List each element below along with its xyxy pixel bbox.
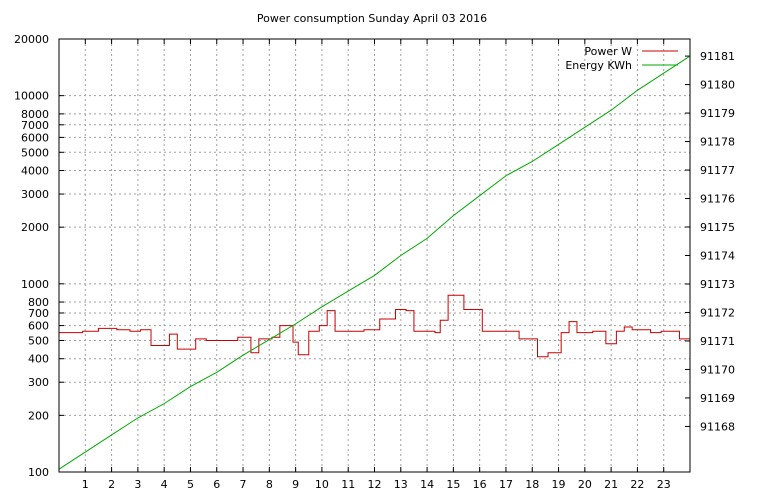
power-w-line (59, 294, 691, 358)
y-right-tick-label: 91176 (700, 193, 735, 206)
y-right-tick-label: 91170 (700, 363, 735, 376)
y-left-tick-label: 5000 (21, 146, 49, 159)
y-left-tick-label: 400 (28, 353, 49, 366)
x-tick-label: 14 (420, 478, 434, 491)
x-tick-label: 13 (394, 478, 408, 491)
x-tick-label: 8 (266, 478, 273, 491)
y-right-tick-label: 91173 (700, 278, 735, 291)
x-tick-label: 9 (292, 478, 299, 491)
y-left-tick-label: 800 (28, 296, 49, 309)
x-tick-label: 23 (657, 478, 671, 491)
y-left-tick-label: 300 (28, 376, 49, 389)
x-tick-label: 12 (368, 478, 382, 491)
y-right-tick-label: 91171 (700, 335, 735, 348)
grid-layer (59, 38, 690, 473)
y-right-tick-label: 91168 (700, 420, 735, 433)
x-tick-label: 3 (134, 478, 141, 491)
x-tick-label: 7 (240, 478, 247, 491)
y-left-tick-label: 8000 (21, 108, 49, 121)
x-tick-label: 21 (604, 478, 618, 491)
legend-label: Energy KWh (565, 59, 632, 72)
x-tick-label: 6 (213, 478, 220, 491)
y-left-tick-label: 100 (28, 466, 49, 479)
y-left-tick-label: 600 (28, 320, 49, 333)
y-left-tick-label: 6000 (21, 131, 49, 144)
y-left-tick-label: 20000 (14, 33, 49, 46)
x-tick-label: 2 (108, 478, 115, 491)
legend-label: Power W (584, 45, 632, 58)
y-left-tick-label: 7000 (21, 119, 49, 132)
y-right-tick-label: 91169 (700, 392, 735, 405)
x-tick-label: 5 (187, 478, 194, 491)
y-left-tick-label: 10000 (14, 90, 49, 103)
ticks-layer: 1 2 3 4 5 6 7 8 9 10 11 12 13 14 15 16 17 18 19 20 21 22 23100… (14, 33, 735, 491)
y-left-tick-label: 4000 (21, 165, 49, 178)
y-right-tick-label: 91175 (700, 221, 735, 234)
y-right-tick-label: 91172 (700, 306, 735, 319)
x-tick-label: 16 (473, 478, 487, 491)
x-tick-label: 10 (315, 478, 329, 491)
x-tick-label: 4 (161, 478, 168, 491)
y-right-tick-label: 91179 (700, 107, 735, 120)
y-left-tick-label: 700 (28, 307, 49, 320)
y-right-tick-label: 91177 (700, 164, 735, 177)
y-right-tick-label: 91178 (700, 136, 735, 149)
x-tick-label: 15 (446, 478, 460, 491)
y-left-tick-label: 2000 (21, 221, 49, 234)
y-left-tick-label: 3000 (21, 188, 49, 201)
x-tick-label: 19 (552, 478, 566, 491)
chart-title: Power consumption Sunday April 03 2016 (257, 12, 487, 25)
y-right-tick-label: 91180 (700, 79, 735, 92)
y-left-tick-label: 200 (28, 409, 49, 422)
series-layer (58, 55, 691, 470)
x-tick-label: 1 (82, 478, 89, 491)
y-left-tick-label: 500 (28, 334, 49, 347)
x-tick-label: 20 (578, 478, 592, 491)
y-left-tick-label: 1000 (21, 278, 49, 291)
x-tick-label: 18 (525, 478, 539, 491)
x-tick-label: 11 (341, 478, 355, 491)
x-tick-label: 22 (630, 478, 644, 491)
y-right-tick-label: 91181 (700, 50, 735, 63)
energy-kwh-line (58, 55, 691, 470)
x-tick-label: 17 (499, 478, 513, 491)
plot-frame (58, 38, 691, 473)
y-right-tick-label: 91174 (700, 250, 735, 263)
